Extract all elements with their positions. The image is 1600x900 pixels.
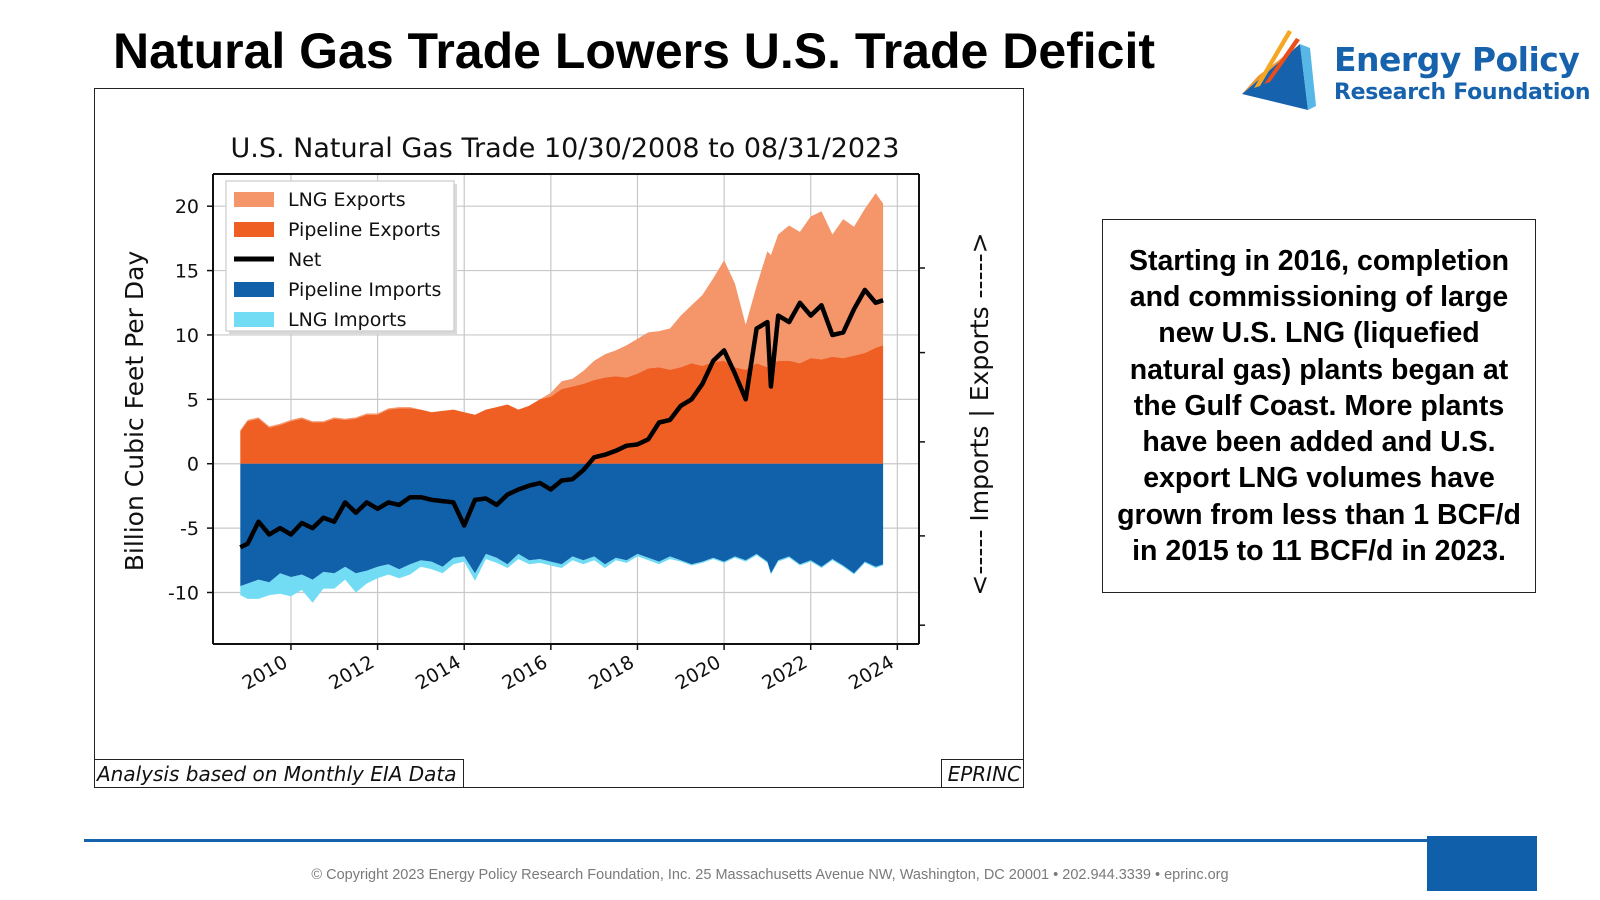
legend-key-lng-exports xyxy=(234,192,274,207)
legend-label-lng-exports: LNG Exports xyxy=(288,189,406,211)
commentary-box: Starting in 2016, completion and commiss… xyxy=(1102,219,1536,593)
commentary-text: Starting in 2016, completion and commiss… xyxy=(1117,244,1521,568)
legend-label-net: Net xyxy=(288,249,321,271)
y-axis-label: Billion Cubic Feet Per Day xyxy=(120,251,149,572)
y-tick-label: -5 xyxy=(180,518,199,540)
chart-note-left: Analysis based on Monthly EIA Data xyxy=(95,759,464,787)
right-axis-label: <----- Imports | Exports -----> xyxy=(965,232,994,595)
x-tick-label: 2012 xyxy=(325,651,378,694)
series-lng-imports-area xyxy=(240,553,884,603)
x-tick-label: 2020 xyxy=(672,651,725,694)
y-tick-label: 15 xyxy=(175,261,199,283)
footer-accent-block xyxy=(1427,836,1537,891)
x-tick-label: 2024 xyxy=(845,651,898,694)
x-tick-label: 2018 xyxy=(585,651,638,694)
x-tick-label: 2016 xyxy=(498,651,551,694)
x-tick-label: 2014 xyxy=(412,651,465,694)
series-net-line xyxy=(239,287,884,550)
legend-label-lng-imports: LNG Imports xyxy=(288,309,407,331)
y-tick-label: 5 xyxy=(187,389,199,411)
chart-svg: U.S. Natural Gas Trade 10/30/2008 to 08/… xyxy=(120,133,994,695)
legend-key-pipeline-exports xyxy=(234,222,274,237)
series-pipeline-imports-area xyxy=(240,463,884,587)
legend-key-lng-imports xyxy=(234,312,274,327)
y-tick-label: 10 xyxy=(175,325,199,347)
logo-text-line2: Research Foundation xyxy=(1334,80,1591,105)
series-pipeline-exports-area xyxy=(240,345,884,464)
y-tick-label: -10 xyxy=(168,582,199,604)
footer-copyright: © Copyright 2023 Energy Policy Research … xyxy=(311,867,1229,883)
chart-title: U.S. Natural Gas Trade 10/30/2008 to 08/… xyxy=(231,133,900,164)
chart-frame: U.S. Natural Gas Trade 10/30/2008 to 08/… xyxy=(94,88,1024,788)
x-tick-label: 2010 xyxy=(239,651,292,694)
legend-label-pipeline-imports: Pipeline Imports xyxy=(288,279,441,301)
slide-title: Natural Gas Trade Lowers U.S. Trade Defi… xyxy=(113,23,1156,79)
logo-text-line1: Energy Policy xyxy=(1334,40,1580,79)
legend-key-pipeline-imports xyxy=(234,282,274,297)
eprf-logo-icon xyxy=(1242,30,1316,110)
legend-label-pipeline-exports: Pipeline Exports xyxy=(288,219,441,241)
y-tick-label: 20 xyxy=(175,196,199,218)
y-tick-label: 0 xyxy=(187,454,199,476)
x-tick-label: 2022 xyxy=(758,651,811,694)
chart-note-right: EPRINC xyxy=(940,759,1023,787)
series-lng-exports-area xyxy=(240,193,884,432)
footer-rule xyxy=(84,839,1436,842)
